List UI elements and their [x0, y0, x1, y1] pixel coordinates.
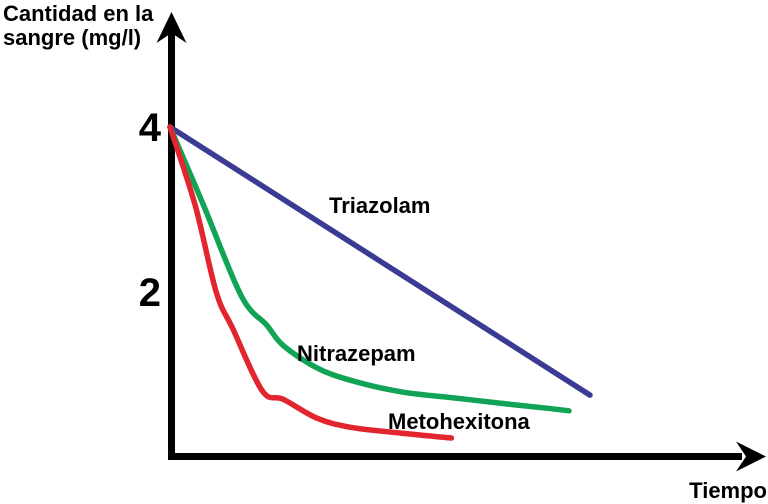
series-curves: [167, 124, 593, 441]
y-axis-arrow-icon: [156, 12, 187, 43]
series-label-nitrazepam: Nitrazepam: [297, 341, 416, 366]
series-curve-metohexitona: [167, 124, 455, 441]
x-axis-title: Tiempo: [689, 478, 767, 503]
x-axis: [168, 441, 766, 472]
series-label-triazolam: Triazolam: [329, 193, 430, 218]
series-label-metohexitona: Metohexitona: [388, 409, 531, 434]
y-axis-title: Cantidad en la sangre (mg/l): [3, 2, 153, 50]
series-curve-triazolam: [167, 124, 593, 398]
y-axis-title-line1: Cantidad en la: [3, 1, 154, 26]
y-axis: [156, 12, 187, 460]
y-axis-title-line2: sangre (mg/l): [3, 25, 142, 50]
y-tick-label-4: 4: [139, 106, 162, 150]
series-curve-nitrazepam: [167, 124, 572, 414]
series-labels: Triazolam Nitrazepam Metohexitona: [297, 193, 531, 434]
y-tick-label-2: 2: [139, 271, 161, 315]
x-axis-arrow-icon: [736, 441, 766, 472]
y-axis-ticks: 42: [139, 106, 162, 315]
